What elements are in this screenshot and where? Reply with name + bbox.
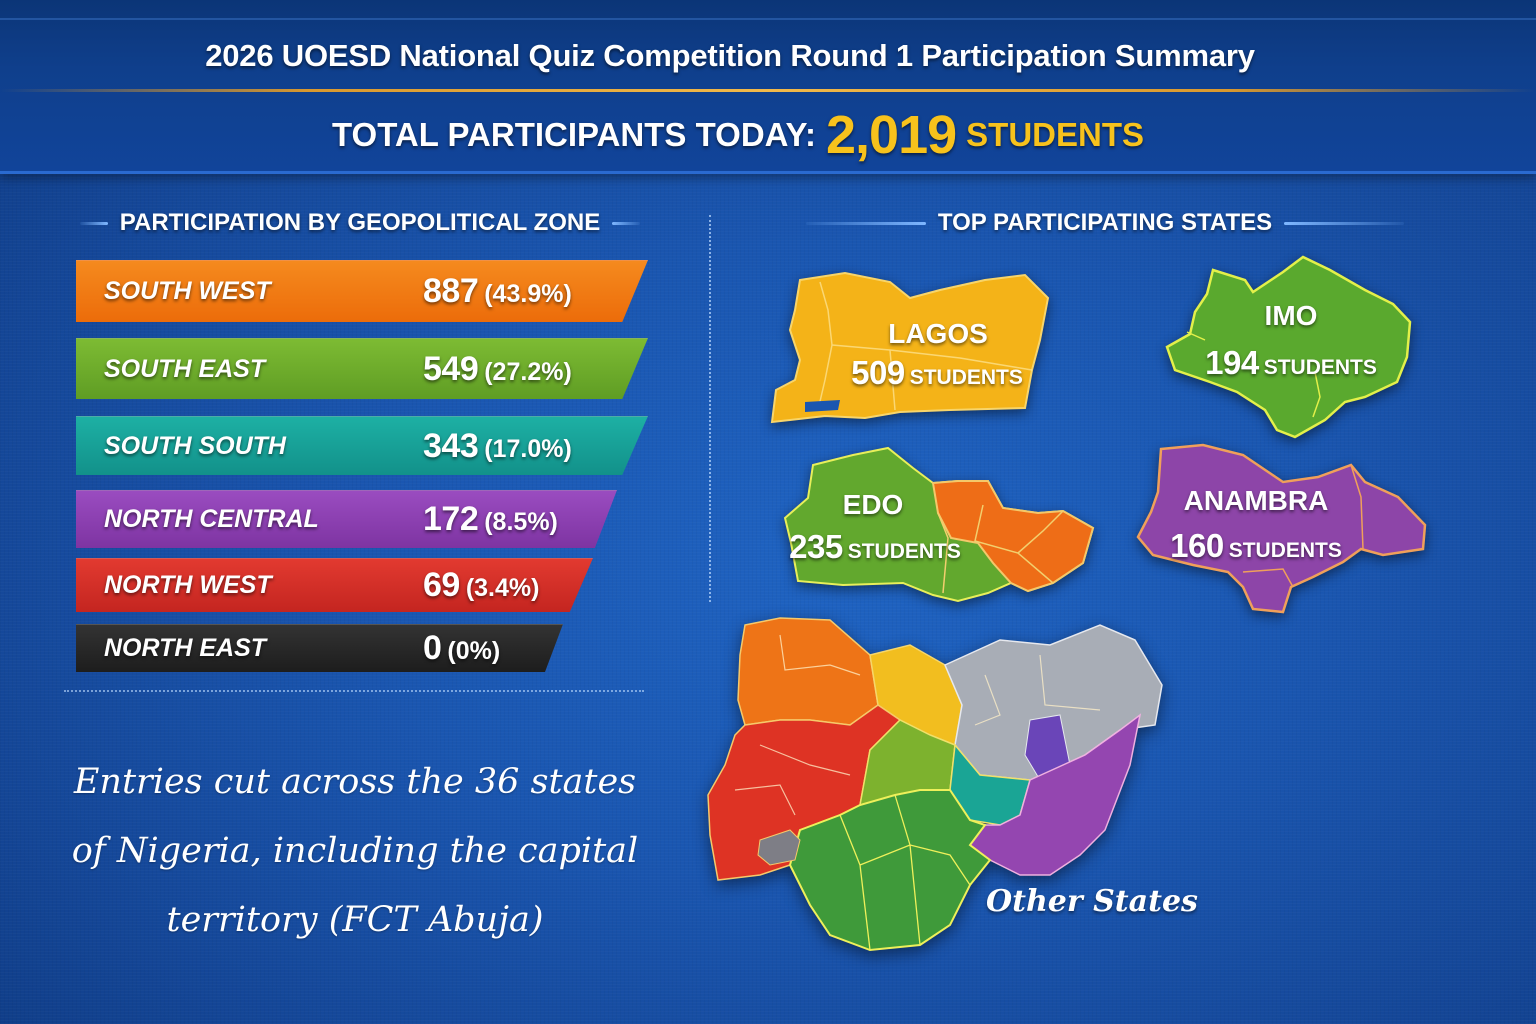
nigeria-map <box>700 615 1170 965</box>
zone-name: SOUTH WEST <box>104 277 271 305</box>
zone-value: 887 (43.9%) <box>423 272 572 310</box>
heading-rule-right <box>1284 221 1405 225</box>
zone-bar-south-west: SOUTH WEST 887 (43.9%) <box>76 260 648 322</box>
zone-section-heading: PARTICIPATION BY GEOPOLITICAL ZONE <box>80 206 640 240</box>
state-card-lagos: LAGOS 509 STUDENTS <box>770 270 1052 425</box>
caption-line-3: territory (FCT Abuja) <box>166 900 544 940</box>
zone-value: 549 (27.2%) <box>423 349 572 388</box>
total-participants: TOTAL PARTICIPANTS TODAY: 2,019 STUDENTS <box>0 104 1476 166</box>
zone-value: 343 (17.0%) <box>423 426 572 465</box>
state-name: ANAMBRA <box>1183 485 1329 516</box>
heading-rule-left <box>80 221 108 225</box>
state-name: IMO <box>1264 300 1318 331</box>
total-unit: STUDENTS <box>966 116 1144 153</box>
zone-bar-north-west: NORTH WEST 69 (3.4%) <box>76 558 593 612</box>
edo-map-shape <box>783 446 1095 603</box>
caption-line-1: Entries cut across the 36 states <box>73 762 637 802</box>
total-value: 2,019 <box>826 105 957 165</box>
anambra-map-shape <box>1136 443 1427 614</box>
page-title: 2026 UOESD National Quiz Competition Rou… <box>205 38 1255 73</box>
lagos-map-shape <box>770 271 1050 424</box>
caption-line-2: of Nigeria, including the capital <box>71 831 639 871</box>
zone-name: NORTH EAST <box>104 634 267 662</box>
zone-value: 69 (3.4%) <box>423 566 540 604</box>
state-name: LAGOS <box>888 318 988 349</box>
zone-section-divider <box>64 690 644 692</box>
zone-bar-south-east: SOUTH EAST 549 (27.2%) <box>76 338 648 399</box>
gold-divider <box>0 89 1536 92</box>
coverage-caption: Entries cut across the 36 states of Nige… <box>40 748 670 955</box>
zone-bar-north-east: NORTH EAST 0 (0%) <box>76 624 563 672</box>
other-states-label: Other States <box>986 884 1198 919</box>
state-card-imo: IMO 194 STUDENTS <box>1165 252 1417 442</box>
zone-name: NORTH WEST <box>104 571 272 599</box>
state-card-edo: EDO 235 STUDENTS <box>783 443 1098 608</box>
zone-bar-south-south: SOUTH SOUTH 343 (17.0%) <box>76 416 648 475</box>
column-divider <box>709 215 711 602</box>
state-count: 194 STUDENTS <box>1205 344 1377 381</box>
zone-value: 0 (0%) <box>423 629 501 667</box>
heading-rule-left <box>805 221 926 225</box>
states-section-heading: TOP PARTICIPATING STATES <box>780 206 1430 240</box>
zone-name: NORTH CENTRAL <box>104 505 319 533</box>
zone-heading-text: PARTICIPATION BY GEOPOLITICAL ZONE <box>119 209 601 236</box>
zone-name: SOUTH EAST <box>104 354 266 383</box>
state-count: 160 STUDENTS <box>1170 527 1342 564</box>
zone-value: 172 (8.5%) <box>423 500 558 538</box>
header-banner: 2026 UOESD National Quiz Competition Rou… <box>0 0 1536 174</box>
states-heading-text: TOP PARTICIPATING STATES <box>937 209 1273 236</box>
zone-bar-north-central: NORTH CENTRAL 172 (8.5%) <box>76 490 617 548</box>
state-count: 509 STUDENTS <box>851 354 1023 391</box>
state-count: 235 STUDENTS <box>789 528 961 565</box>
nigeria-map-shape <box>707 617 1163 952</box>
zone-name: SOUTH SOUTH <box>104 431 286 460</box>
total-label: TOTAL PARTICIPANTS TODAY: <box>331 116 817 153</box>
state-card-anambra: ANAMBRA 160 STUDENTS <box>1133 437 1433 617</box>
heading-rule-right <box>612 221 640 225</box>
state-name: EDO <box>842 489 904 520</box>
imo-map-shape <box>1165 255 1412 439</box>
